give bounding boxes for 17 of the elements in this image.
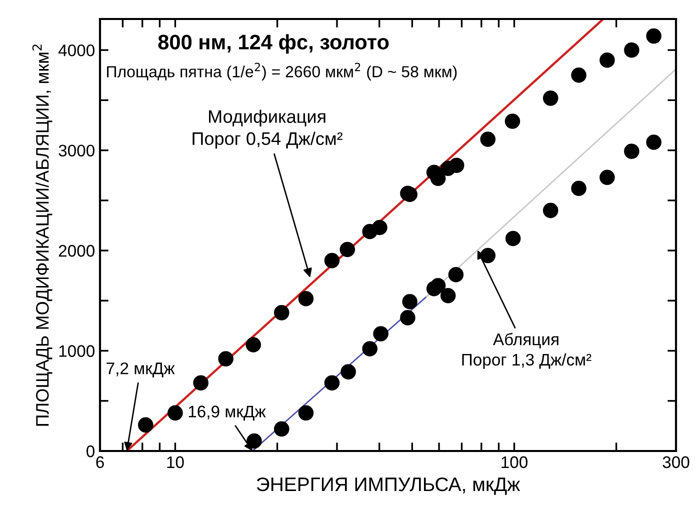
y-tick-label: 0: [86, 445, 94, 458]
x-axis-title: ЭНЕРГИЯ ИМПУЛЬСА, мкДж: [256, 477, 520, 495]
annotation: Модификация Порог 0,54 Дж/см²: [192, 110, 343, 149]
y-tick-label: 4000: [58, 44, 94, 56]
y-tick-label: 2000: [58, 244, 94, 257]
y-tick-label: 1000: [59, 345, 94, 357]
annotation: Абляция Порог 1,3 Дж/см²: [462, 332, 592, 369]
y-tick-label: 3000: [58, 144, 94, 157]
x-tick-label: 300: [662, 456, 690, 468]
x-tick-label: 100: [502, 456, 528, 468]
x-tick-label: 6: [96, 456, 104, 468]
annotation: 16,9 мкДж: [188, 406, 266, 421]
y-axis-title: ПЛОЩАДЬ МОДИФИКАЦИИ/АБЛЯЦИИ, мкм$^{2}$: [32, 44, 52, 426]
x-tick-label: 10: [167, 456, 184, 468]
text: Площадь пятна (1/e$^{2}$) = 2660 мкм$^{2}$ (D ~ 58 мкм): [107, 62, 457, 81]
text: 800 нм, 124 фс, золото: [158, 34, 389, 54]
annotation: 7,2 мкДж: [106, 362, 175, 378]
